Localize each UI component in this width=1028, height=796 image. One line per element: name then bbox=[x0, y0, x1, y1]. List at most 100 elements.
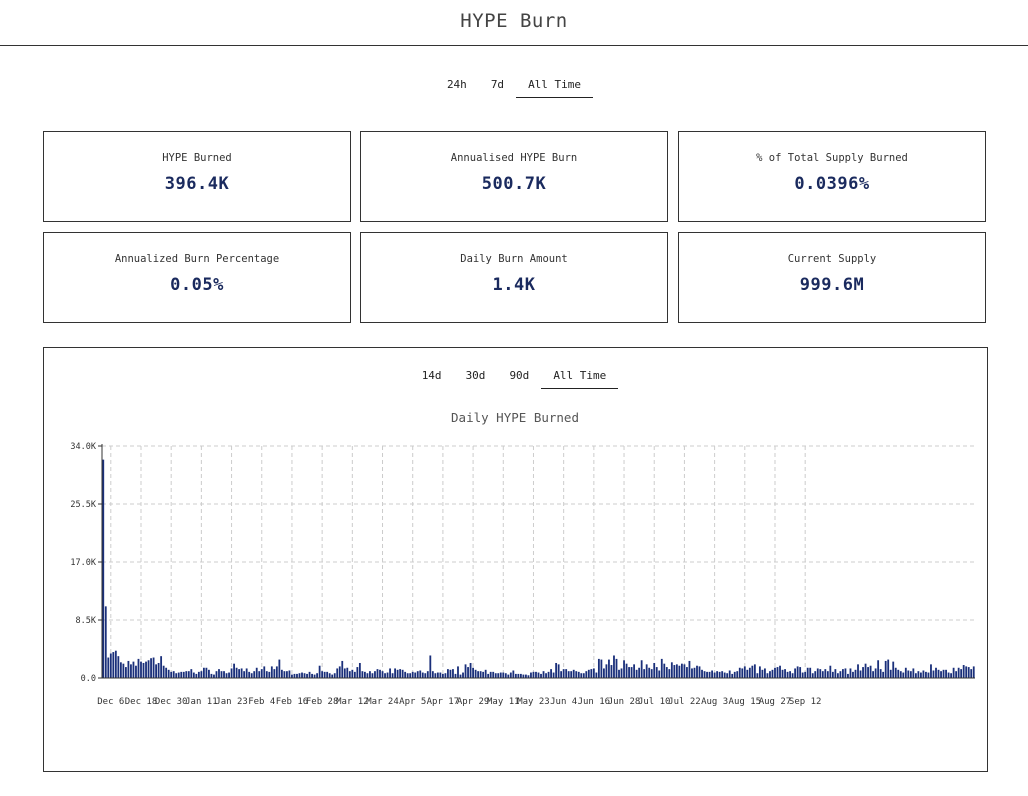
chart-bar bbox=[348, 671, 351, 678]
chart-bar bbox=[608, 659, 610, 678]
chart-bar bbox=[404, 671, 407, 678]
chart-bar bbox=[668, 669, 671, 678]
chart-bar bbox=[303, 673, 306, 678]
chart-bar bbox=[396, 669, 399, 678]
chart-bar bbox=[771, 669, 774, 678]
tab-24h[interactable]: 24h bbox=[446, 78, 467, 91]
chart-bar bbox=[683, 664, 686, 678]
chart-bar bbox=[839, 671, 842, 678]
tab-all-time[interactable]: All Time bbox=[516, 78, 594, 98]
chart-bar bbox=[806, 667, 809, 678]
chart-bar bbox=[439, 672, 442, 678]
chart-bar bbox=[514, 673, 517, 678]
chart-bar bbox=[195, 673, 198, 678]
y-tick-label: 17.0K bbox=[70, 558, 96, 568]
chart-bar bbox=[925, 671, 927, 678]
chart-bar bbox=[130, 664, 132, 678]
chart-bar bbox=[852, 671, 854, 678]
chart-bar bbox=[585, 671, 588, 678]
tab-14d[interactable]: 14d bbox=[421, 369, 442, 382]
chart-bar bbox=[897, 669, 900, 678]
chart-bar bbox=[691, 668, 693, 678]
chart-bar bbox=[713, 672, 716, 678]
chart-bar bbox=[535, 671, 537, 678]
chart-bar bbox=[711, 670, 713, 678]
page-header: HYPE Burn bbox=[0, 0, 1028, 46]
chart-bar bbox=[562, 669, 565, 678]
chart-bar bbox=[537, 672, 540, 678]
chart-bar bbox=[950, 673, 953, 678]
x-tick-label: Jun 16 bbox=[578, 697, 611, 707]
chart-bar bbox=[253, 671, 256, 678]
chart-bar bbox=[665, 667, 668, 678]
chart-bar bbox=[801, 672, 804, 678]
chart-bar bbox=[902, 672, 905, 678]
chart-bar bbox=[288, 670, 291, 678]
x-tick-label: Apr 5 bbox=[399, 697, 426, 707]
chart-bar bbox=[970, 669, 973, 678]
x-tick-label: Feb 16 bbox=[276, 697, 309, 707]
chart-bar bbox=[104, 606, 107, 678]
y-tick-label: 34.0K bbox=[70, 442, 96, 452]
chart-bar bbox=[484, 669, 487, 678]
tab-90d[interactable]: 90d bbox=[509, 369, 530, 382]
chart-bar bbox=[240, 668, 243, 678]
time-range-tabs: 24h 7d All Time bbox=[0, 78, 1028, 98]
chart-bar bbox=[555, 662, 558, 678]
chart-bar bbox=[441, 673, 444, 678]
chart-bar bbox=[452, 669, 454, 678]
chart-bar bbox=[268, 671, 271, 678]
tab-7d[interactable]: 7d bbox=[490, 78, 505, 91]
chart-bar bbox=[502, 672, 505, 678]
chart-bar bbox=[753, 664, 756, 678]
chart-bar bbox=[260, 669, 263, 678]
chart-bar bbox=[930, 664, 932, 678]
chart-bar bbox=[530, 672, 532, 678]
chart-bar bbox=[595, 672, 598, 678]
x-tick-label: Mar 12 bbox=[336, 697, 369, 707]
chart-bar bbox=[947, 672, 950, 678]
card-label: HYPE Burned bbox=[162, 152, 232, 164]
chart-bar bbox=[218, 669, 220, 678]
chart-bar bbox=[250, 673, 253, 678]
chart-bar bbox=[472, 667, 474, 678]
chart-bar bbox=[663, 663, 666, 678]
chart-bar bbox=[560, 671, 563, 678]
chart-bar bbox=[552, 672, 555, 678]
chart-bar bbox=[454, 673, 457, 678]
chart-bar bbox=[311, 673, 313, 678]
chart-bar bbox=[618, 669, 620, 678]
chart-bar bbox=[175, 673, 178, 678]
chart-bar bbox=[182, 671, 185, 678]
chart-bar bbox=[328, 673, 331, 678]
chart-bar bbox=[892, 661, 895, 678]
chart-bar bbox=[117, 656, 120, 678]
chart-bar bbox=[180, 671, 183, 678]
chart-bar bbox=[887, 659, 890, 678]
chart-bar bbox=[623, 660, 625, 678]
chart-bar bbox=[613, 655, 615, 678]
chart-bar bbox=[313, 674, 316, 678]
chart-bar bbox=[909, 671, 912, 678]
chart-bar bbox=[904, 667, 907, 678]
chart-bar bbox=[190, 669, 193, 678]
chart-bar bbox=[610, 665, 613, 678]
chart-bar bbox=[532, 671, 535, 678]
chart-range-tabs: 14d 30d 90d All Time bbox=[0, 369, 1028, 389]
chart-bar bbox=[764, 668, 766, 678]
chart-bar bbox=[655, 667, 658, 678]
card-label: Annualised HYPE Burn bbox=[450, 152, 578, 164]
chart-bar bbox=[575, 671, 578, 678]
tab-chart-all-time[interactable]: All Time bbox=[541, 369, 619, 389]
chart-bar bbox=[102, 459, 105, 678]
chart-bar bbox=[718, 671, 721, 678]
chart-bar bbox=[920, 672, 922, 678]
tab-30d[interactable]: 30d bbox=[465, 369, 486, 382]
chart-bar bbox=[301, 672, 303, 678]
x-tick-label: Jan 11 bbox=[185, 697, 218, 707]
chart-bar bbox=[857, 664, 859, 678]
chart-bar bbox=[972, 666, 975, 678]
chart-bar bbox=[743, 666, 746, 678]
chart-bar bbox=[907, 670, 910, 678]
chart-bar bbox=[399, 669, 402, 678]
